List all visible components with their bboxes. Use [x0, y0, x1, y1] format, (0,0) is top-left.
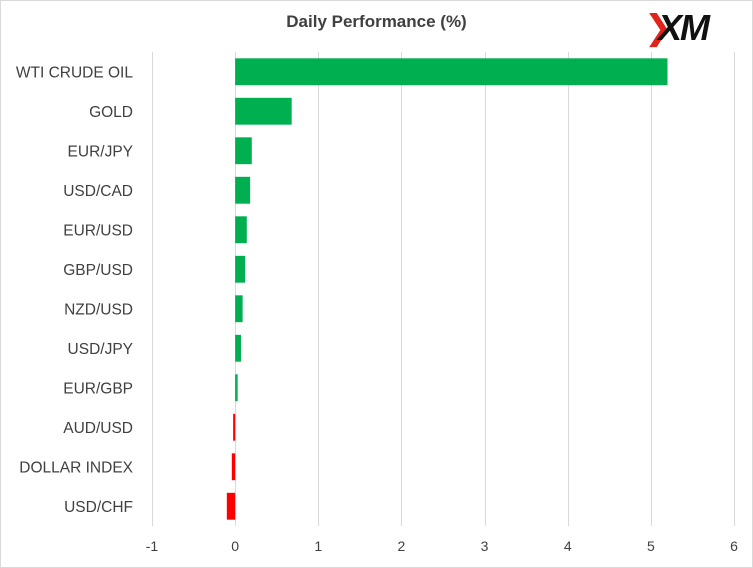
- category-label: EUR/GBP: [63, 380, 133, 397]
- bar: [235, 58, 668, 86]
- bar: [231, 453, 236, 481]
- bar: [235, 176, 251, 204]
- category-label: AUD/USD: [63, 420, 133, 437]
- bar: [235, 374, 238, 402]
- logo-text: XM: [658, 7, 710, 48]
- category-label: EUR/JPY: [68, 143, 133, 160]
- category-label: USD/CAD: [63, 183, 133, 200]
- x-tick-label: 1: [314, 538, 322, 554]
- category-label: USD/JPY: [68, 341, 133, 358]
- category-label: NZD/USD: [64, 301, 133, 318]
- bar: [226, 492, 236, 520]
- bar: [235, 137, 252, 165]
- category-label: GBP/USD: [63, 262, 133, 279]
- xm-logo: ❯ XM: [644, 8, 744, 48]
- bar: [235, 334, 241, 362]
- category-label: EUR/USD: [63, 222, 133, 239]
- x-tick-label: -1: [146, 538, 159, 554]
- x-tick-label: 3: [481, 538, 489, 554]
- x-tick-label: 2: [398, 538, 406, 554]
- chart-title: Daily Performance (%): [286, 12, 467, 31]
- x-tick-label: 4: [564, 538, 572, 554]
- category-label: GOLD: [89, 104, 133, 121]
- category-label: WTI CRUDE OIL: [16, 64, 133, 81]
- logo-mark: ❯: [644, 9, 673, 47]
- x-tick-label: 0: [231, 538, 239, 554]
- x-tick-label: 5: [647, 538, 655, 554]
- bar: [235, 255, 246, 283]
- x-tick-label: 6: [730, 538, 738, 554]
- bar: [235, 295, 243, 323]
- bar: [233, 413, 236, 441]
- bar: [235, 216, 247, 244]
- category-label: DOLLAR INDEX: [19, 459, 133, 476]
- category-label: USD/CHF: [64, 499, 133, 516]
- bar: [235, 97, 292, 125]
